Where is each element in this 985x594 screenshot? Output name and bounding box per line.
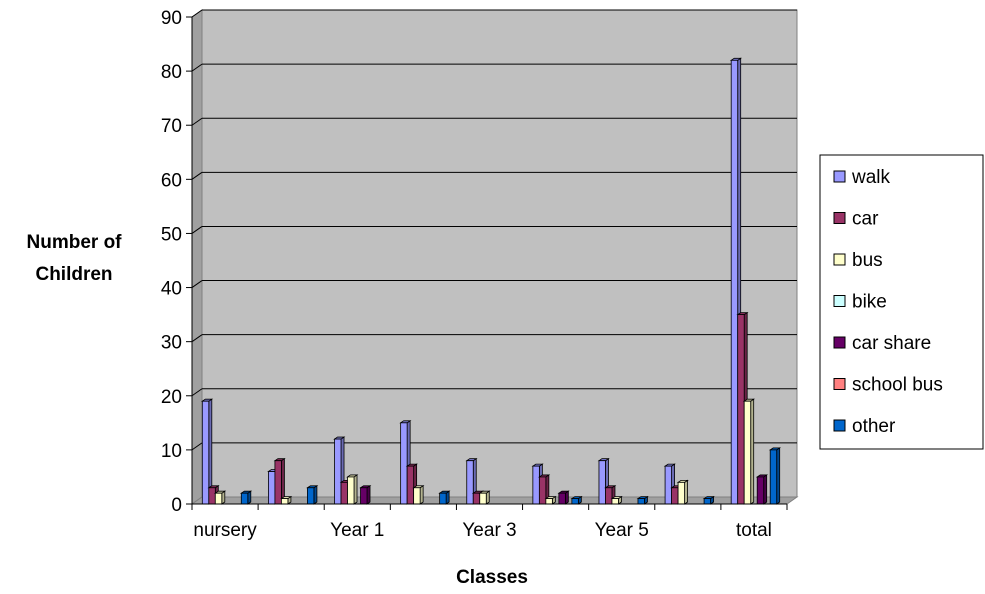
y-tick-label: 60 bbox=[161, 170, 182, 191]
y-ticks: 0 10 20 30 40 50 60 70 80 90 bbox=[161, 8, 192, 516]
legend-label: bus bbox=[852, 250, 883, 271]
x-axis-title: Classes bbox=[456, 567, 528, 588]
y-tick-label: 20 bbox=[161, 387, 182, 408]
y-tick-label: 50 bbox=[161, 224, 182, 245]
x-tick-label: nursery bbox=[193, 520, 257, 541]
legend-item-bus: bus bbox=[833, 250, 883, 271]
bar-bus bbox=[213, 490, 227, 505]
legend-item-bike: bike bbox=[833, 292, 887, 313]
bar-other bbox=[768, 447, 782, 505]
legend-swatch bbox=[833, 212, 846, 224]
bar-bus bbox=[412, 485, 425, 505]
bar-bus bbox=[478, 490, 491, 505]
legend-item-other: other bbox=[833, 416, 896, 437]
y-tick-label: 30 bbox=[161, 333, 182, 354]
gridline-side bbox=[191, 63, 203, 72]
legend-box bbox=[819, 154, 984, 450]
bar-car-share bbox=[359, 485, 372, 505]
legend-label: walk bbox=[851, 167, 891, 188]
gridline-side bbox=[191, 9, 203, 18]
bar-other bbox=[702, 495, 715, 505]
legend-label: school bus bbox=[852, 375, 943, 396]
legend-swatch bbox=[833, 295, 846, 307]
bar-bus bbox=[676, 479, 689, 505]
gridline-side bbox=[191, 171, 203, 180]
plot-back-wall bbox=[201, 9, 798, 498]
bar-bus bbox=[544, 495, 557, 505]
y-tick-label: 0 bbox=[171, 495, 182, 516]
bar-car-share bbox=[755, 474, 769, 505]
x-tick-label: total bbox=[736, 520, 772, 541]
x-tick-label: Year 3 bbox=[462, 520, 516, 541]
y-tick-label: 10 bbox=[161, 441, 182, 462]
x-ticks: nursery Year 1 Year 3 Year 5 total bbox=[191, 504, 788, 541]
gridline-side bbox=[191, 388, 203, 397]
legend-swatch bbox=[833, 378, 846, 390]
bar-other bbox=[636, 495, 649, 505]
legend-swatch bbox=[833, 253, 846, 266]
bar-car-share bbox=[557, 490, 570, 505]
legend-swatch bbox=[833, 336, 846, 349]
legend-swatch bbox=[833, 419, 846, 432]
bar-bus bbox=[346, 474, 359, 505]
y-axis-title-line-2: Children bbox=[35, 264, 112, 285]
y-tick-label: 70 bbox=[161, 116, 182, 137]
plot-side-wall bbox=[191, 9, 203, 505]
legend-label: car bbox=[852, 209, 879, 230]
bar-walk bbox=[200, 398, 214, 505]
legend-item-walk: walk bbox=[833, 167, 891, 188]
legend-label: bike bbox=[852, 292, 887, 313]
gridline-side bbox=[191, 334, 203, 343]
legend-swatch bbox=[833, 170, 846, 183]
gridline-side bbox=[191, 280, 203, 288]
y-tick-label: 90 bbox=[161, 8, 182, 29]
gridline-side bbox=[191, 117, 203, 126]
x-tick-label: Year 5 bbox=[595, 520, 649, 541]
bar-other bbox=[570, 495, 583, 505]
gridlines bbox=[191, 9, 797, 451]
gridline-side bbox=[191, 226, 203, 234]
bar-other bbox=[438, 490, 451, 505]
legend-item-school-bus: school bus bbox=[833, 375, 943, 396]
bar-bus bbox=[610, 495, 623, 505]
gridline-side bbox=[191, 442, 203, 451]
y-tick-label: 40 bbox=[161, 279, 182, 300]
x-tick-label: Year 1 bbox=[330, 520, 384, 541]
bars bbox=[200, 57, 782, 505]
bar-bus bbox=[742, 398, 756, 505]
legend-item-car: car bbox=[833, 209, 879, 230]
bar-other bbox=[239, 490, 253, 505]
legend-label: car share bbox=[852, 333, 931, 354]
legend-label: other bbox=[852, 416, 896, 437]
y-tick-label: 80 bbox=[161, 62, 182, 83]
bar-other bbox=[306, 485, 319, 505]
legend-item-car-share: car share bbox=[833, 333, 931, 354]
bar-bus bbox=[280, 495, 293, 505]
legend: walk car bus bike car share school bus other bbox=[833, 167, 943, 437]
y-axis-title-line-1: Number of bbox=[27, 232, 123, 253]
